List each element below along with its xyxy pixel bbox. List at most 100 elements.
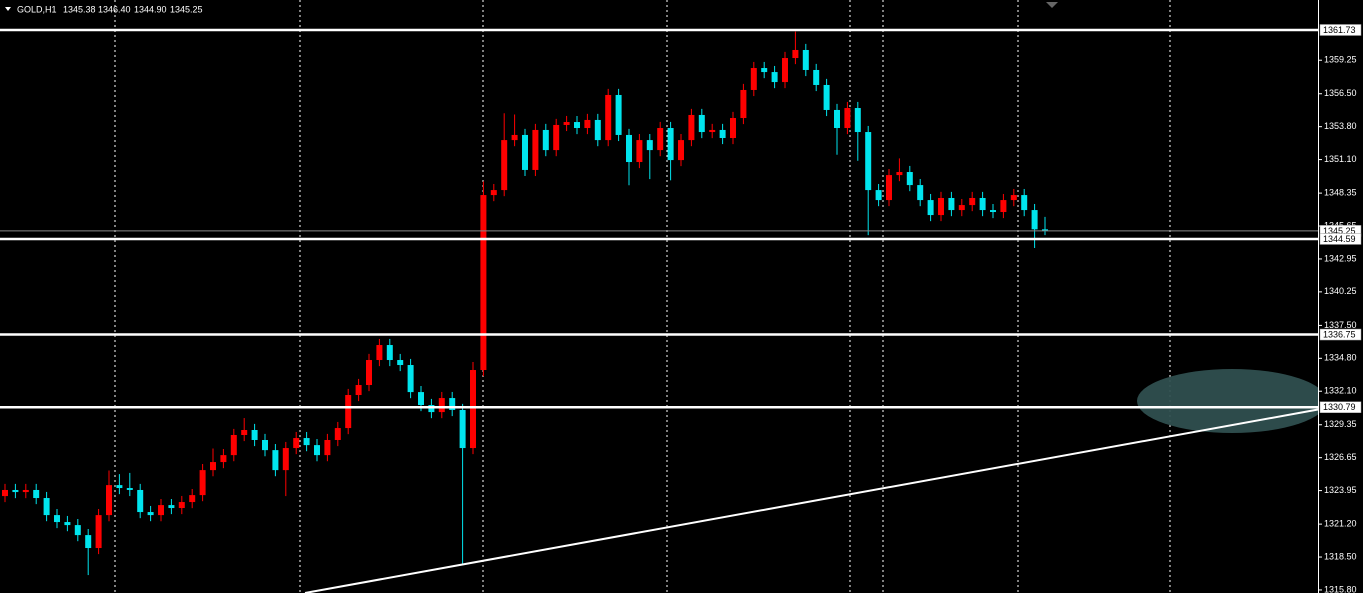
candle-body (199, 470, 206, 496)
candle-body (688, 114, 695, 141)
candle-body (875, 190, 882, 201)
candle-body (615, 94, 622, 135)
candle-body (594, 119, 601, 141)
candle-body (927, 200, 934, 216)
y-tick-label: 1334.80 (1324, 353, 1357, 363)
candle-body (147, 512, 154, 516)
ohlc-low: 1344.90 (134, 4, 167, 14)
candle-body (345, 395, 352, 429)
candle-body (750, 68, 757, 90)
candle-body (438, 398, 445, 413)
y-tick-label: 1351.10 (1324, 154, 1357, 164)
candle-body (792, 49, 799, 59)
candle-body (43, 498, 50, 516)
candle-body (896, 172, 903, 176)
candle-body (740, 89, 747, 119)
header-arrow (5, 7, 11, 11)
level-box (1319, 328, 1362, 341)
candle-body (137, 489, 144, 513)
candle-body (376, 345, 383, 361)
level-box (1319, 24, 1362, 36)
y-tick-label: 1332.10 (1324, 386, 1357, 396)
candle-body (282, 448, 289, 471)
candle-body (771, 72, 778, 83)
level-label: 1336.75 (1323, 329, 1356, 339)
candle-body (116, 485, 123, 489)
plot-area (0, 28, 1319, 593)
symbol: GOLD,H1 (17, 4, 57, 14)
trendline (304, 408, 1319, 593)
candle-body (418, 392, 424, 406)
candle-body (709, 129, 716, 133)
candle-body (1010, 195, 1017, 201)
candle-body (168, 505, 175, 509)
candle-body (241, 429, 248, 435)
ohlc-high: 1346.40 (98, 4, 131, 14)
candle-body (605, 94, 612, 141)
candle-body (366, 360, 372, 386)
y-tick-label: 1353.80 (1324, 121, 1357, 131)
candle-body (480, 195, 487, 371)
candle-body (2, 489, 8, 497)
price-axis-labels: 1359.25 1356.50 1353.80 1351.10 1348.35 1345.… (1318, 24, 1362, 593)
candle-body (272, 450, 279, 471)
candle-body (698, 114, 705, 133)
candle-body (563, 122, 570, 125)
candle-body (459, 410, 466, 449)
candle-body (158, 505, 164, 516)
candle-body (85, 535, 92, 549)
candle-body (251, 429, 258, 440)
shift-marker (1046, 2, 1058, 8)
candle-body (958, 205, 965, 211)
candle-body (178, 502, 185, 509)
candle-body (542, 129, 549, 151)
level-box (1319, 401, 1362, 413)
candle-body (678, 140, 684, 161)
current-price-label: 1345.25 (1323, 226, 1356, 236)
candle-body (657, 128, 664, 151)
candle-body (470, 370, 476, 449)
candle-body (449, 398, 456, 411)
candle-body (844, 108, 851, 129)
candle-body (761, 68, 768, 73)
ohlc-open: 1345.38 (63, 4, 96, 14)
candle-body (22, 489, 29, 493)
candle-body (584, 119, 591, 129)
candle-body (407, 365, 414, 393)
candle-body (1021, 195, 1028, 211)
candle-body (428, 405, 435, 413)
candle-body (823, 84, 830, 110)
candle-body (667, 128, 674, 161)
candle-body (782, 58, 788, 83)
candle-body (730, 118, 736, 139)
candle-body (126, 488, 133, 490)
candle-body (220, 455, 227, 463)
candle-body (802, 49, 809, 70)
candle-body (719, 129, 726, 139)
candle-body (511, 134, 518, 141)
candle-body (12, 489, 19, 493)
y-tick-label: 1323.95 (1324, 485, 1357, 495)
candle-body (854, 108, 861, 133)
candle-body (906, 172, 913, 186)
candle-body (210, 462, 216, 471)
y-tick-label: 1329.35 (1324, 419, 1357, 429)
candle-body (501, 140, 508, 191)
candle-body (324, 439, 331, 456)
candle-body (813, 69, 820, 85)
candle-body (54, 515, 60, 523)
y-tick-label: 1340.25 (1324, 286, 1357, 296)
level-box (1319, 233, 1362, 245)
candle-body (532, 129, 539, 170)
candle-body (636, 140, 643, 163)
candle-body (64, 522, 71, 526)
candle-body (33, 489, 40, 499)
candle-body (979, 197, 986, 211)
candle-body (969, 197, 976, 206)
y-tick-label: 1348.35 (1324, 187, 1357, 197)
y-tick-label: 1315.80 (1324, 584, 1357, 593)
y-tick-label: 1321.20 (1324, 518, 1357, 528)
level-label: 1361.73 (1323, 25, 1356, 35)
